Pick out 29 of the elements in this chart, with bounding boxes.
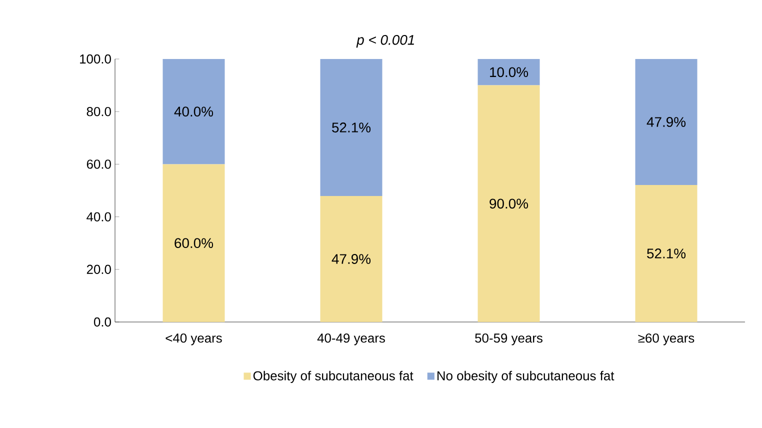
x-tick-label: 50-59 years — [475, 334, 542, 346]
bar — [635, 184, 698, 322]
y-tick-label: 0.0 — [94, 317, 111, 327]
legend-label: No obesity of subcutaneous fat — [438, 370, 614, 383]
x-tick-label: <40 years — [166, 334, 222, 346]
legend-label: Obesity of subcutaneous fat — [253, 370, 414, 383]
data-label: 52.1% — [332, 122, 371, 132]
y-tick-label: 60.0 — [86, 160, 111, 169]
y-tick-label: 80.0 — [86, 107, 111, 116]
bar — [162, 164, 225, 322]
bar — [478, 85, 540, 322]
bar — [478, 58, 540, 86]
bar — [320, 58, 382, 196]
text: p < 0.001 — [356, 34, 414, 48]
data-label: 52.1% — [647, 248, 686, 258]
bar — [320, 196, 382, 322]
y-tick-label: 20.0 — [86, 264, 111, 274]
data-label: 60.0% — [174, 238, 214, 248]
data-label: 47.9% — [332, 254, 371, 264]
data-label: 47.9% — [646, 117, 686, 127]
y-tick-label: 100.0 — [80, 54, 111, 64]
x-tick-label: ≥60 years — [638, 334, 694, 346]
data-label: 10.0% — [490, 67, 528, 78]
data-label: 90.0% — [490, 198, 528, 209]
x-tick-label: 40-49 years — [317, 334, 385, 346]
data-label: 40.0% — [174, 106, 214, 117]
bar — [162, 58, 225, 164]
bar — [635, 58, 698, 185]
y-tick-label: 40.0 — [86, 212, 111, 222]
